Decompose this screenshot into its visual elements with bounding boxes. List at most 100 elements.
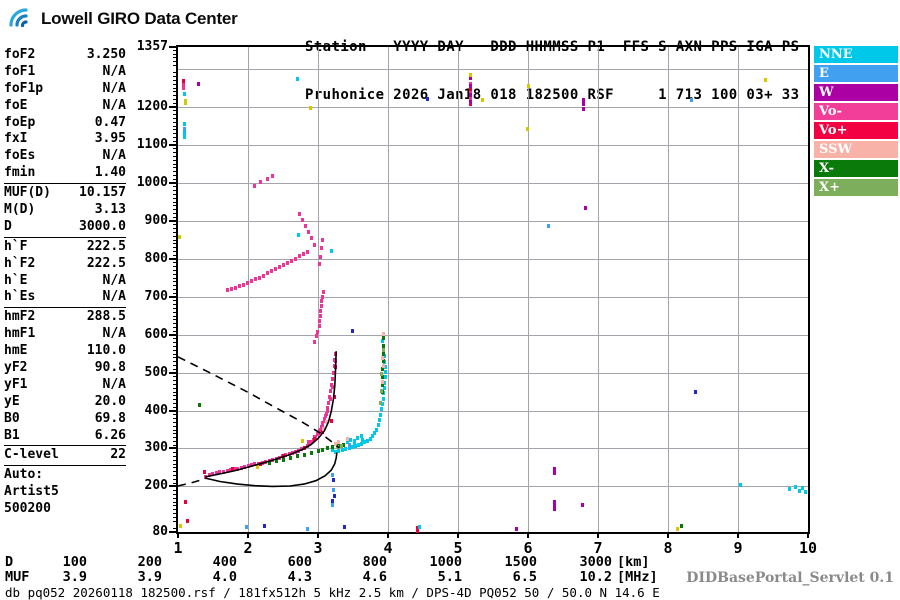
param-row: yF2 90.8 [4, 360, 126, 377]
y-axis-minor-tick [173, 326, 178, 328]
muf-unit: [MHz] [617, 569, 658, 585]
echo-point-Vo+ [184, 500, 187, 504]
y-axis-minor-tick [173, 399, 178, 401]
d-value: 800 [362, 554, 387, 570]
x-axis-tick-label: 3 [313, 539, 323, 557]
echo-point-W [197, 81, 201, 86]
y-axis-minor-tick [173, 87, 178, 89]
y-axis-minor-tick [173, 285, 178, 287]
echo-point-NNE [345, 439, 349, 444]
y-axis-minor-tick [173, 186, 178, 188]
y-axis-minor-tick [173, 235, 178, 237]
echo-point-W [552, 507, 556, 512]
grid-line [668, 47, 669, 532]
x-axis-tick-label: 4 [383, 539, 393, 557]
echo-point-W [582, 102, 586, 107]
echo-point-Vo+ [468, 87, 472, 92]
echo-point-E [331, 473, 334, 477]
echo-point-NNE [380, 407, 383, 412]
grid-line [178, 334, 808, 336]
echo-point-X- [282, 457, 285, 462]
echo-point-Vo- [181, 83, 185, 87]
echo-point-NNE [337, 448, 341, 453]
echo-point-Vo- [242, 282, 246, 287]
param-row: D 3000.0 [4, 219, 126, 236]
echo-point-NNE [793, 485, 797, 490]
echo-point-SSW [324, 419, 328, 424]
y-axis-minor-tick [173, 159, 178, 161]
echo-point-other-yellow [526, 127, 530, 131]
param-label: h`Es [4, 289, 36, 305]
grid-line [178, 182, 808, 184]
param-label: MUF(D) [4, 185, 51, 201]
echo-point-Vo+ [186, 519, 190, 523]
y-axis-minor-tick [173, 140, 178, 142]
servlet-credit: DIDBasePortal_Servlet 0.1 [686, 570, 894, 586]
echo-point-Vo+ [415, 525, 419, 530]
y-axis-tick [169, 295, 178, 298]
y-axis-minor-tick [173, 311, 178, 313]
echo-point-Vo- [319, 299, 323, 304]
echo-point-SSW [382, 363, 386, 368]
echo-point-Vo- [214, 471, 218, 476]
grid-line [738, 47, 739, 532]
echo-point-NNE [183, 130, 187, 135]
echo-point-NNE [363, 440, 367, 444]
echo-point-NNE [344, 447, 348, 452]
echo-point-X+ [380, 388, 383, 393]
y-axis-tick [169, 447, 178, 450]
y-axis-minor-tick [173, 406, 178, 408]
param-label: fxI [4, 131, 28, 147]
muf-value: 4.3 [287, 569, 312, 585]
y-axis-minor-tick [173, 205, 178, 207]
echo-point-E [244, 525, 248, 530]
echo-point-W [582, 106, 586, 111]
y-axis-minor-tick [173, 357, 178, 359]
param-value: N/A [102, 97, 126, 113]
param-row: foE N/A [4, 98, 126, 115]
echo-point-Vo- [307, 439, 311, 444]
echo-point-NNE [379, 412, 383, 417]
grid-line [248, 47, 249, 532]
echo-point-Vo- [328, 388, 332, 393]
y-axis-minor-tick [173, 414, 178, 416]
y-axis-minor-tick [173, 178, 178, 180]
echo-point-NNE [380, 339, 384, 343]
param-value: N/A [102, 289, 126, 305]
y-axis-minor-tick [173, 395, 178, 397]
trace-extrapolation [178, 478, 206, 487]
echo-point-NNE [296, 233, 300, 237]
param-label: yF2 [4, 360, 28, 376]
echo-point-E [331, 502, 334, 507]
echo-point-NNE [384, 375, 388, 380]
autoscaler-line: Auto: [4, 467, 44, 483]
y-axis-minor-tick [173, 463, 178, 465]
y-axis-minor-tick [173, 57, 178, 59]
param-value: 20.0 [94, 393, 126, 409]
echo-point-W [468, 92, 472, 97]
param-value: 3.95 [94, 131, 126, 147]
y-axis-minor-tick [173, 175, 178, 176]
echo-point-X- [310, 450, 313, 455]
echo-point-Vo- [324, 411, 328, 416]
y-axis-minor-tick [173, 482, 178, 484]
muf-row: MUF 3.9 3.9 4.0 4.3 4.6 5.1 6.5 10.2 [MHz] [5, 569, 705, 585]
x-axis-tick-label: 2 [243, 539, 253, 557]
echo-point-Vo- [235, 466, 239, 471]
y-axis-tick [169, 181, 178, 184]
echo-point-Vo- [310, 440, 313, 444]
echo-point-Vo- [286, 260, 290, 265]
echo-point-Vo- [265, 271, 269, 276]
param-value: 0.47 [94, 114, 126, 130]
y-axis-minor-tick [173, 338, 178, 340]
echo-point-NNE [384, 370, 388, 375]
echo-point-W [583, 206, 587, 210]
y-axis-minor-tick [173, 361, 178, 363]
y-axis-minor-tick [173, 387, 178, 389]
grid-line [388, 47, 389, 532]
echo-point-Vo- [312, 242, 316, 247]
echo-point-W [582, 98, 586, 103]
param-value: N/A [102, 376, 126, 392]
y-axis-minor-tick [173, 209, 178, 211]
giro-logo: Lowell GIRO Data Center [8, 6, 238, 32]
